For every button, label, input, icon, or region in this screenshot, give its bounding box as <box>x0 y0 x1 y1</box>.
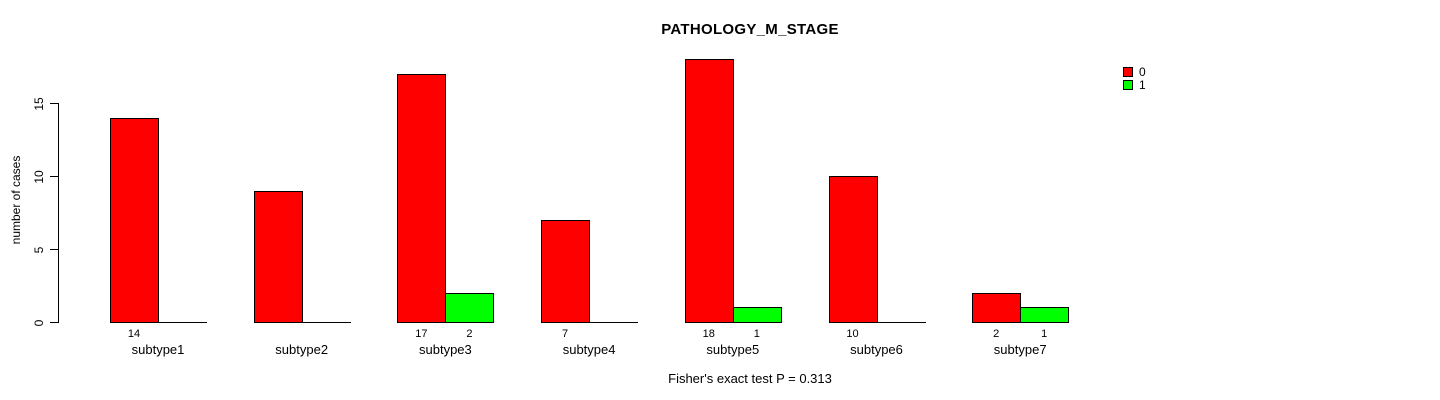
category-label-subtype5: subtype5 <box>706 342 760 357</box>
bar-1-subtype7 <box>1020 307 1070 323</box>
category-label-subtype4: subtype4 <box>562 342 616 357</box>
bar-1-subtype5 <box>732 307 782 323</box>
y-axis-tick <box>50 322 58 323</box>
legend-label: 0 <box>1139 65 1146 79</box>
bar-0-subtype2 <box>253 190 303 323</box>
y-axis-tick-label: 10 <box>32 169 46 184</box>
y-axis-title: number of cases <box>9 155 23 245</box>
bar-0-subtype3 <box>397 73 447 323</box>
y-axis-line <box>58 103 59 323</box>
category-label-subtype7: subtype7 <box>993 342 1047 357</box>
y-axis-tick <box>50 103 58 104</box>
bar-0-subtype6 <box>828 176 878 323</box>
chart-title: PATHOLOGY_M_STAGE <box>661 21 839 38</box>
bar-value-label: 1 <box>753 328 760 340</box>
bar-1-subtype3 <box>445 292 495 323</box>
bar-0-subtype4 <box>541 219 591 323</box>
bar-0-subtype1 <box>110 117 159 323</box>
y-axis-tick <box>50 176 58 177</box>
y-axis-tick-label: 15 <box>32 96 46 111</box>
bar-value-label: 1 <box>1041 328 1048 340</box>
y-axis-tick <box>50 249 58 250</box>
legend-item-0: 0 <box>1123 66 1146 78</box>
bar-0-subtype5 <box>684 59 734 323</box>
bar-value-label: 7 <box>562 328 569 340</box>
legend-label: 1 <box>1139 78 1146 92</box>
y-axis-tick-label: 5 <box>32 246 46 253</box>
bar-value-label: 2 <box>993 328 1000 340</box>
statistical-test-note: Fisher's exact test P = 0.313 <box>668 371 832 386</box>
legend-item-1: 1 <box>1123 79 1146 91</box>
bar-value-label: 14 <box>127 328 141 340</box>
legend-swatch-icon <box>1123 80 1133 90</box>
y-axis-tick-label: 0 <box>32 319 46 326</box>
bar-value-label: 18 <box>702 328 715 340</box>
legend-swatch-icon <box>1123 67 1133 77</box>
category-label-subtype3: subtype3 <box>419 342 472 357</box>
category-label-subtype1: subtype1 <box>131 342 185 357</box>
bar-value-label: 17 <box>415 328 428 340</box>
bar-value-label: 10 <box>846 328 859 340</box>
bar-value-label: 2 <box>466 328 473 340</box>
category-label-subtype2: subtype2 <box>275 342 329 357</box>
bar-0-subtype7 <box>972 292 1022 323</box>
category-label-subtype6: subtype6 <box>850 342 903 357</box>
